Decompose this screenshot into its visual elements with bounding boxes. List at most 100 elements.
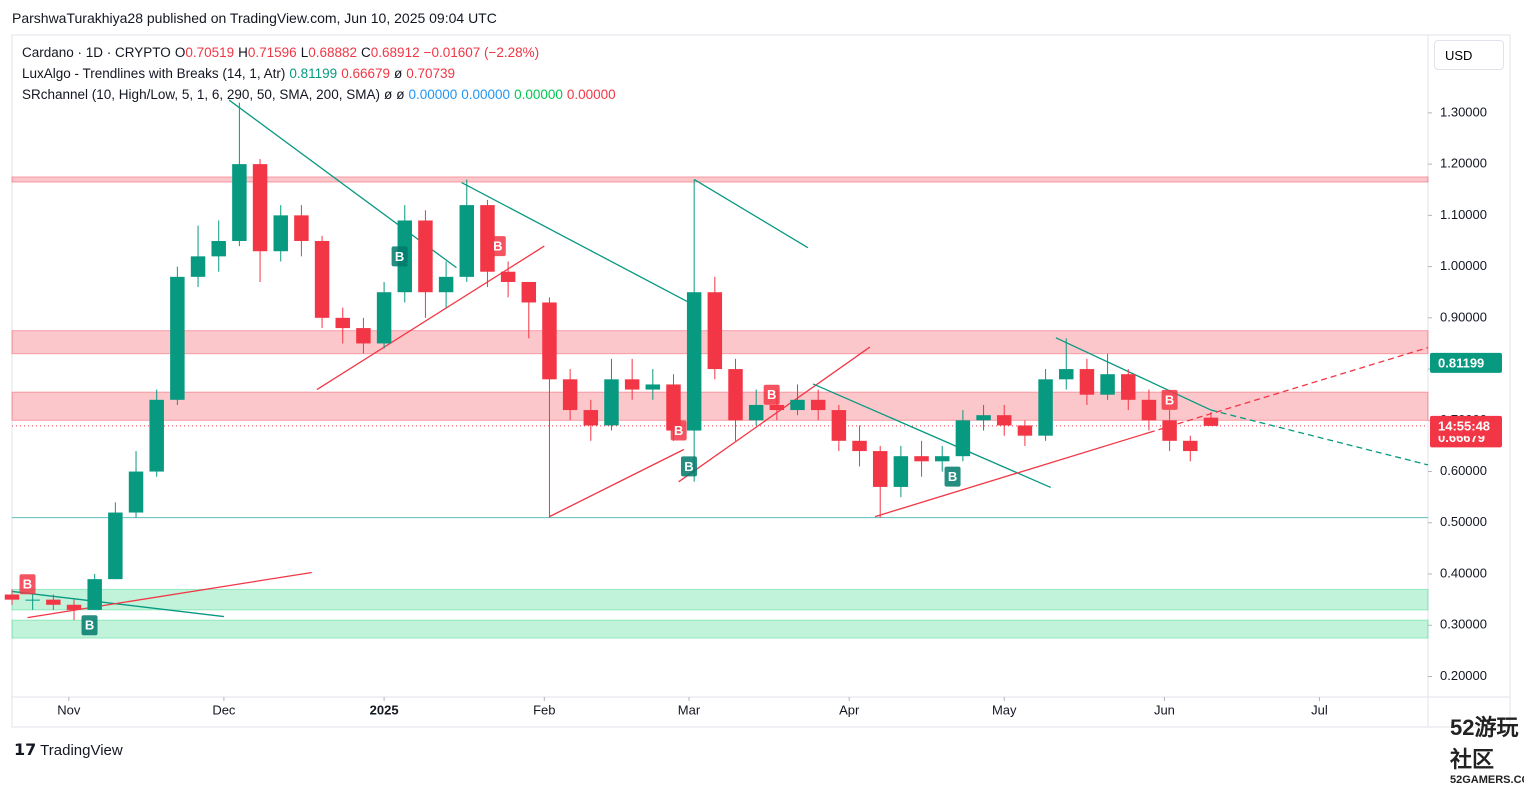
indicator-value: 0.66679 [341,66,390,81]
indicator-value: 0.00000 [514,87,563,102]
trendline [812,383,1052,489]
price-tag-label: 0.81199 [1438,355,1484,370]
candle-body [996,415,1012,426]
x-tick-label: Mar [678,702,701,717]
candle-body [645,384,661,390]
y-tick-label: 0.60000 [1440,463,1487,478]
trendline [1148,346,1429,434]
trendline [678,346,871,483]
legend-row: SRchannel (10, High/Low, 5, 1, 6, 290, 5… [22,87,620,102]
y-tick-label: 0.90000 [1440,309,1487,324]
break-label: B [767,387,776,402]
watermark-site: 52GAMERS.COM [1450,774,1524,786]
break-label: B [493,239,502,254]
candle-body [934,456,950,462]
trendline [11,590,224,618]
candle-body [190,256,206,277]
candle-body [397,220,412,293]
break-label: B [85,618,94,633]
x-tick-label: Dec [212,702,236,717]
x-tick-label: Nov [57,702,81,717]
x-tick-label: Jul [1311,702,1328,717]
candle-body [314,240,330,318]
candle-body [459,205,475,277]
candle-body [480,205,495,272]
break-marker [763,384,780,405]
sr-zone [11,588,1429,611]
break-marker [680,456,697,477]
sr-zone [11,176,1429,183]
ohlc-key: H [238,45,248,60]
indicator-value: 0.00000 [566,87,616,102]
currency-button[interactable]: USD [1434,40,1504,70]
symbol: Cardano · 1D · CRYPTO [22,45,171,60]
brand: 𝟭𝟳 TradingView [14,742,123,759]
candle-body [521,281,537,303]
break-label: B [395,249,404,264]
candle-body [356,328,371,344]
candle-body [872,451,888,487]
y-tick-label: 1.30000 [1440,104,1487,119]
indicator-value: 0.00000 [461,87,511,102]
watermark: 52游玩社区 52GAMERS.COM [1400,710,1524,786]
break-label: B [23,577,32,592]
price-tag-label: 0.66679 [1438,430,1485,445]
candle-body [149,399,164,472]
ohlc-key: O [174,45,186,60]
candle-body [1121,374,1136,400]
y-tick-label: 0.30000 [1440,617,1487,632]
indicator-name: SRchannel (10, High/Low, 5, 1, 6, 290, 5… [22,87,380,102]
break-label: B [674,423,683,438]
trendline [461,181,690,304]
price-tag-label: 14:55:48 [1438,418,1490,433]
sr-zone [11,391,1429,421]
y-tick-label: 1.00000 [1440,258,1487,273]
legend-row: Cardano · 1D · CRYPTO O0.70519 H0.71596 L0.… [22,45,543,60]
candle-body [542,302,557,380]
candle-body [170,276,185,400]
candle-body [831,410,847,441]
y-tick-label: 0.40000 [1440,565,1487,580]
break-marker [81,615,98,636]
candle-body [914,456,929,462]
candle-body [1017,425,1033,436]
candle-body [976,415,991,421]
break-marker [489,236,506,257]
candle-body [604,379,619,426]
break-label: B [684,459,693,474]
candle-body [769,404,785,411]
candle-body [108,512,123,580]
candle-body [707,292,723,370]
candle-body [748,404,764,421]
candle-body [232,164,247,241]
trendline [1210,409,1429,466]
candle-body [562,379,578,411]
break-marker [1161,389,1178,410]
legend-row: LuxAlgo - Trendlines with Breaks (14, 1,… [22,66,459,81]
candle-body [87,579,102,610]
y-tick-label: 0.20000 [1440,668,1487,683]
candle-body [955,420,971,457]
candle-body [376,292,392,344]
y-tick-label: 0.80000 [1440,361,1487,376]
trendline [549,448,685,518]
candle-body [1038,379,1053,436]
candle-body [4,594,20,600]
indicator-value: 0.70739 [406,66,456,81]
candle-body [790,399,805,411]
trendline [693,178,809,249]
trendline [228,99,457,269]
trendline [27,571,312,619]
y-tick-label: 1.10000 [1440,207,1487,222]
price-tag [1430,427,1502,448]
x-tick-label: May [992,702,1017,717]
plot-frame [11,34,1511,728]
y-tick-label: 0.50000 [1440,514,1487,529]
break-marker [19,574,36,595]
y-tick-label: 1.20000 [1440,156,1487,171]
candle-body [1100,374,1115,395]
candle-body [1183,440,1198,452]
trendline [874,431,1150,518]
